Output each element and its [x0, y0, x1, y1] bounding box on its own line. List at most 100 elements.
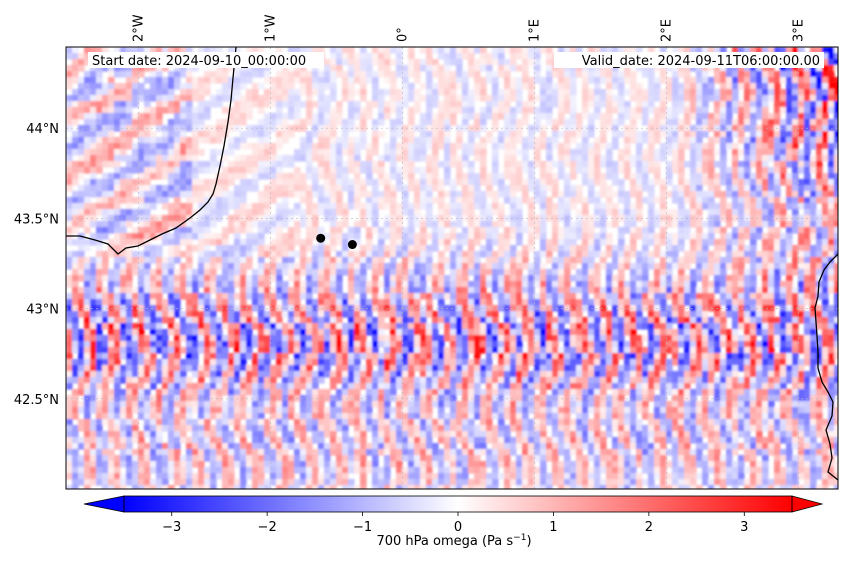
- omega-cell: [276, 293, 283, 300]
- omega-cell: [366, 215, 373, 222]
- omega-cell: [162, 89, 169, 96]
- omega-cell: [150, 227, 157, 234]
- omega-cell: [576, 251, 583, 258]
- omega-cell: [744, 281, 751, 288]
- omega-cell: [576, 65, 583, 72]
- omega-cell: [372, 203, 379, 210]
- omega-cell: [552, 215, 559, 222]
- omega-cell: [210, 71, 217, 78]
- omega-cell: [72, 113, 79, 120]
- omega-cell: [72, 65, 79, 72]
- omega-cell: [282, 215, 289, 222]
- omega-cell: [414, 209, 421, 216]
- omega-cell: [120, 311, 127, 318]
- omega-cell: [336, 137, 343, 144]
- omega-cell: [798, 287, 805, 294]
- omega-cell: [390, 59, 397, 66]
- omega-cell: [546, 185, 553, 192]
- omega-cell: [786, 299, 793, 306]
- omega-cell: [678, 209, 685, 216]
- omega-cell: [594, 155, 601, 162]
- omega-cell: [702, 155, 709, 162]
- omega-cell: [534, 299, 541, 306]
- omega-cell: [576, 149, 583, 156]
- omega-cell: [138, 281, 145, 288]
- omega-cell: [798, 251, 805, 258]
- omega-cell: [186, 89, 193, 96]
- omega-cell: [786, 125, 793, 132]
- omega-cell: [654, 311, 661, 318]
- omega-cell: [288, 227, 295, 234]
- omega-cell: [240, 263, 247, 270]
- omega-cell: [786, 185, 793, 192]
- omega-cell: [306, 149, 313, 156]
- omega-cell: [444, 155, 451, 162]
- omega-cell: [366, 155, 373, 162]
- omega-cell: [744, 113, 751, 120]
- omega-cell: [138, 173, 145, 180]
- omega-cell: [660, 71, 667, 78]
- omega-cell: [222, 125, 229, 132]
- omega-cell: [828, 191, 835, 198]
- omega-cell: [492, 275, 499, 282]
- omega-cell: [834, 299, 838, 306]
- omega-cell: [264, 155, 271, 162]
- omega-cell: [540, 125, 547, 132]
- omega-cell: [132, 293, 139, 300]
- omega-cell: [534, 155, 541, 162]
- omega-cell: [540, 179, 547, 186]
- omega-cell: [324, 149, 331, 156]
- omega-cell: [498, 71, 505, 78]
- omega-cell: [492, 311, 499, 318]
- omega-cell: [660, 119, 667, 126]
- omega-cell: [270, 149, 277, 156]
- omega-cell: [570, 77, 577, 84]
- omega-cell: [126, 47, 133, 54]
- omega-cell: [348, 251, 355, 258]
- omega-cell: [156, 143, 163, 150]
- omega-cell: [648, 281, 655, 288]
- omega-cell: [438, 197, 445, 204]
- omega-cell: [576, 221, 583, 228]
- omega-cell: [342, 293, 349, 300]
- omega-cell: [480, 209, 487, 216]
- omega-cell: [240, 131, 247, 138]
- omega-cell: [726, 275, 733, 282]
- omega-cell: [726, 185, 733, 192]
- omega-cell: [492, 203, 499, 210]
- omega-cell: [492, 107, 499, 114]
- omega-cell: [138, 167, 145, 174]
- omega-cell: [282, 233, 289, 240]
- omega-cell: [564, 203, 571, 210]
- omega-cell: [498, 179, 505, 186]
- omega-cell: [408, 185, 415, 192]
- omega-cell: [108, 71, 115, 78]
- omega-cell: [690, 275, 697, 282]
- omega-cell: [630, 137, 637, 144]
- omega-cell: [384, 101, 391, 108]
- omega-cell: [684, 233, 691, 240]
- omega-cell: [402, 155, 409, 162]
- omega-cell: [786, 119, 793, 126]
- omega-cell: [180, 215, 187, 222]
- omega-cell: [474, 89, 481, 96]
- omega-cell: [672, 107, 679, 114]
- omega-cell: [600, 263, 607, 270]
- omega-cell: [258, 245, 265, 252]
- omega-cell: [504, 275, 511, 282]
- omega-cell: [702, 299, 709, 306]
- omega-cell: [810, 311, 817, 318]
- omega-cell: [456, 293, 463, 300]
- omega-cell: [462, 257, 469, 264]
- omega-cell: [324, 191, 331, 198]
- omega-cell: [90, 71, 97, 78]
- omega-cell: [702, 161, 709, 168]
- omega-cell: [678, 95, 685, 102]
- omega-cell: [480, 287, 487, 294]
- omega-cell: [126, 209, 133, 216]
- omega-cell: [540, 233, 547, 240]
- omega-cell: [258, 197, 265, 204]
- omega-cell: [372, 269, 379, 276]
- omega-cell: [726, 101, 733, 108]
- omega-cell: [114, 311, 121, 318]
